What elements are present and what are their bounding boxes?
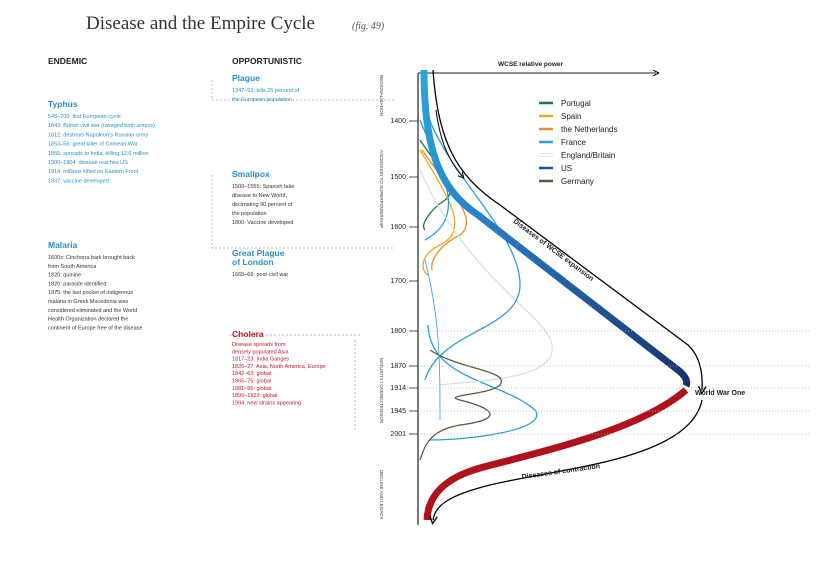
year-label: 1870: [390, 363, 406, 370]
guides: [211, 80, 395, 430]
disease-note: 1800: Vaccine developed: [232, 220, 293, 226]
disease-note: considered eliminated and the World: [48, 308, 137, 314]
disease-note: 1853–56: great killer of Crimean War: [48, 142, 138, 148]
disease-note: 1826–27: Asia, North America, Europe: [232, 364, 326, 370]
disease-note: malaria in Greek Macedonia was: [48, 299, 128, 305]
fig-label: (fig. 49): [352, 21, 385, 32]
disease-note: 1347–53: kills 25 percent of: [232, 88, 300, 94]
disease-note: 1812: destroys Napoleon's Russian army: [48, 132, 148, 138]
legend-label: the Netherlands: [561, 125, 617, 134]
disease-note: 1900–1904: disease reaches US: [48, 160, 128, 166]
phase-label: ASCENSION TO SUPERPOWERSHIP: [379, 150, 384, 228]
disease-note: 1643: British civil war (ravaged both ar…: [48, 123, 155, 129]
disease-note: densely populated Asia: [232, 349, 290, 355]
column-heading: OPPORTUNISTIC: [232, 56, 302, 66]
disease-note: from South America: [48, 264, 97, 270]
disease-note: 1817–23: India Ganges: [232, 357, 289, 363]
disease-name: Smallpox: [232, 169, 270, 179]
disease-name: Great Plague: [232, 248, 285, 258]
disease-note: 1842–63: global: [232, 371, 271, 377]
disease-note: 1820: parasite identified: [48, 281, 106, 287]
disease-name: Plague: [232, 73, 260, 83]
year-label: 1945: [390, 408, 406, 415]
disease-name: of London: [232, 257, 274, 267]
disease-note: disease to New World,: [232, 193, 287, 199]
disease-note: 1665–66: post-civil war: [232, 272, 288, 278]
disease-note: 1881–96: global: [232, 386, 271, 392]
disease-note: 1865–75: global: [232, 379, 271, 385]
year-label: 1400: [390, 118, 406, 125]
disease-note: 1600s: Cinchona bark brought back: [48, 255, 135, 261]
annotation: Diseases of contraction: [521, 463, 600, 481]
annotation: World War One: [695, 390, 745, 397]
disease-note: the European population: [232, 97, 292, 103]
legend-label: Germany: [561, 177, 594, 186]
expansion-arrow: [432, 69, 702, 390]
contraction-arrow: [433, 399, 703, 520]
year-label: 2001: [390, 431, 406, 438]
disease-name: Cholera: [232, 329, 264, 339]
axis-title: WCSE relative power: [498, 61, 563, 68]
year-label: 1800: [390, 328, 406, 335]
disease-note: 1994: new strains appearing: [232, 400, 301, 406]
legend-label: Portugal: [561, 99, 591, 108]
year-label: 1700: [390, 278, 406, 285]
legend-label: Spain: [561, 112, 581, 121]
disease-note: Disease spreads from: [232, 342, 286, 348]
year-label: 1914: [390, 385, 406, 392]
disease-note: the population: [232, 211, 267, 217]
disease-note: 1899–1923: global: [232, 393, 277, 399]
disease-note: 1975: the last pocket of indigenous: [48, 290, 133, 296]
year-label: 1500: [390, 174, 406, 181]
arrow: [435, 109, 462, 176]
legend-label: US: [561, 164, 572, 173]
phase-label: DECLINE AND LEGACY: [379, 470, 384, 520]
disease-note: 1914: millions killed on Eastern Front: [48, 169, 139, 175]
disease-name: Typhus: [48, 99, 78, 109]
expansion-band: [420, 69, 691, 388]
disease-note: decimating 90 percent of: [232, 202, 293, 208]
column-heading: ENDEMIC: [48, 56, 87, 66]
country-curves: [419, 99, 553, 461]
disease-note: Health Organization declared the: [48, 317, 128, 323]
contraction-band: [423, 387, 689, 521]
year-label: 1600: [390, 224, 406, 231]
disease-note: 1855: spreads to India, killing 12.6 mil…: [48, 151, 149, 157]
disease-note: 540–700: first European cycle: [48, 114, 121, 120]
phase-label: REGIONALISATION: [379, 75, 384, 116]
disease-name: Malaria: [48, 240, 78, 250]
legend-label: England/Britain: [561, 151, 615, 160]
disease-note: 1820: quinine: [48, 273, 81, 279]
disease-note: 1500–1555: Spanish take: [232, 184, 294, 190]
disease-note: 1937: vaccine developed: [48, 178, 109, 184]
disease-note: continent of Europe free of the disease: [48, 325, 142, 331]
phase-label: MATURITY / OVEREXTENSION: [379, 358, 384, 423]
title: Disease and the Empire Cycle: [86, 13, 315, 34]
legend-label: France: [561, 138, 586, 147]
